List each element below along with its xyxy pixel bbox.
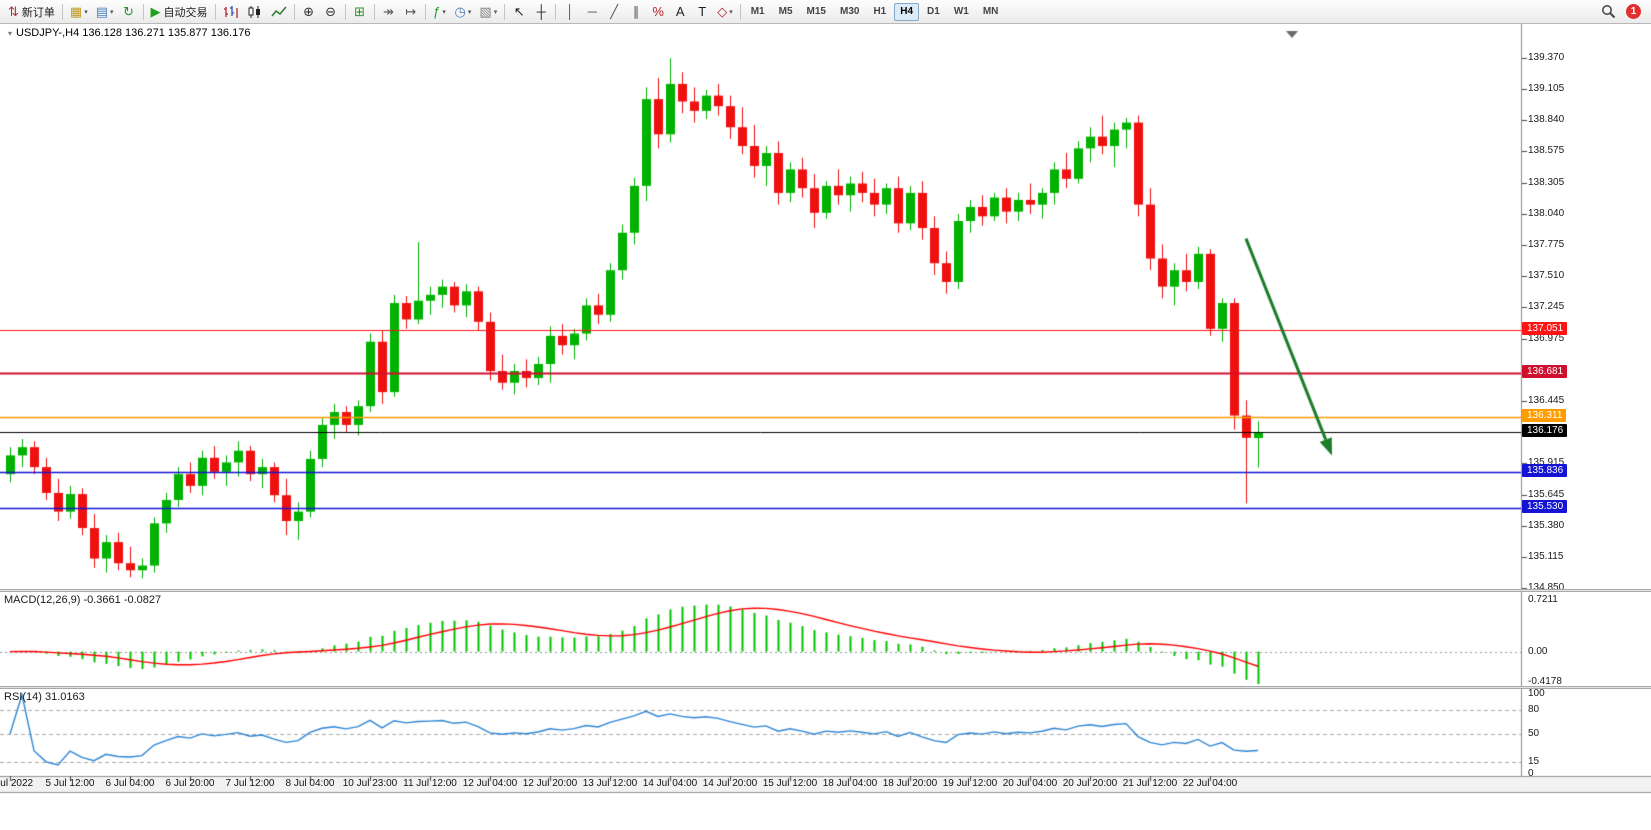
trendline-button[interactable]: ╱ — [604, 2, 624, 22]
clock-icon: ◷ — [454, 4, 466, 19]
toolbar-separator — [504, 3, 506, 20]
toolbar-separator — [61, 3, 63, 20]
dropdown-caret-icon: ▾ — [442, 8, 446, 16]
toolbar-groups: ⇅ 新订单 ▦ ▾ ▤ ▾ ↻ ▶ 自动交易 ⊕ ⊖ ⊞ ↠ ↦ ƒ ▾ ◷ ▾ ▧ ▾ ↖ ┼ │ ─ ╱ ∥% A T ◇ ▾ M1 M5… — [4, 0, 1005, 23]
candlestick-chart-icon — [247, 5, 263, 19]
fibonacci-button[interactable]: % — [648, 2, 668, 22]
timeframe-button-w1[interactable]: W1 — [948, 3, 975, 21]
candlestick-chart-button[interactable] — [244, 2, 266, 22]
new-order-button[interactable]: ⇅ 新订单 — [5, 2, 58, 22]
shapes-button[interactable]: ◇ ▾ — [714, 2, 736, 22]
periods-button[interactable]: ◷ ▾ — [452, 2, 475, 22]
line-chart-button[interactable] — [268, 2, 290, 22]
shapes-icon: ◇ — [717, 4, 728, 19]
new-order-button-label: 新订单 — [21, 6, 55, 19]
chart-shift-button[interactable]: ↦ — [401, 2, 421, 22]
profiles-icon: ▤ — [95, 4, 109, 19]
dropdown-caret-icon: ▾ — [84, 8, 88, 16]
toolbar-separator — [555, 3, 557, 20]
auto-scroll-icon: ↠ — [383, 4, 394, 19]
chart-shift-icon: ↦ — [405, 4, 416, 19]
bar-chart-button[interactable] — [220, 2, 242, 22]
autotrading-play-icon: ▶ — [150, 4, 161, 19]
cursor-button[interactable]: ↖ — [509, 2, 529, 22]
toolbar-separator — [142, 3, 144, 20]
fibonacci-icon: % — [652, 4, 664, 19]
new-chart-button[interactable]: ▦ ▾ — [67, 2, 91, 22]
vertical-line-icon: │ — [566, 4, 575, 19]
trendline-icon: ╱ — [610, 4, 619, 19]
zoom-in-icon: ⊕ — [303, 4, 314, 19]
timeframe-button-m15[interactable]: M15 — [801, 3, 832, 21]
bar-chart-icon — [223, 5, 239, 19]
panel-splitter[interactable] — [0, 589, 1651, 592]
dropdown-caret-icon: ▾ — [467, 8, 472, 16]
label-icon: T — [698, 4, 707, 19]
timeframe-button-m30[interactable]: M30 — [834, 3, 865, 21]
timeframe-button-h1[interactable]: H1 — [867, 3, 892, 21]
text-button[interactable]: A — [670, 2, 690, 22]
dropdown-caret-icon: ▾ — [110, 8, 114, 16]
templates-icon: ▧ — [479, 4, 492, 19]
search-button[interactable] — [1598, 2, 1619, 22]
toolbar-separator — [214, 3, 216, 20]
tile-windows-icon: ⊞ — [354, 4, 365, 19]
vertical-line-button[interactable]: │ — [560, 2, 580, 22]
dropdown-caret-icon: ▾ — [729, 8, 733, 16]
indicators-icon: ƒ — [433, 4, 441, 19]
timeframe-button-m5[interactable]: M5 — [773, 3, 799, 21]
toolbar-separator — [293, 3, 295, 20]
zoom-out-icon: ⊖ — [325, 4, 336, 19]
timeframe-button-d1[interactable]: D1 — [921, 3, 946, 21]
timeframe-button-m1[interactable]: M1 — [745, 3, 771, 21]
refresh-icon: ↻ — [123, 4, 134, 19]
zoom-out-button[interactable]: ⊖ — [321, 2, 341, 22]
toolbar-separator — [739, 3, 741, 20]
notification-badge[interactable]: 1 — [1626, 4, 1641, 19]
crosshair-icon: ┼ — [536, 4, 546, 19]
refresh-button[interactable]: ↻ — [119, 2, 139, 22]
panel-splitter[interactable] — [0, 686, 1651, 689]
search-icon — [1601, 4, 1616, 19]
tile-windows-button[interactable]: ⊞ — [350, 2, 370, 22]
autotrading-button-label: 自动交易 — [163, 6, 208, 19]
toolbar-separator — [344, 3, 346, 20]
toolbar: ⇅ 新订单 ▦ ▾ ▤ ▾ ↻ ▶ 自动交易 ⊕ ⊖ ⊞ ↠ ↦ ƒ ▾ ◷ ▾ ▧ ▾ ↖ ┼ │ ─ ╱ ∥% A T ◇ ▾ M1 M5… — [0, 0, 1651, 24]
channel-icon: ∥ — [632, 4, 640, 19]
auto-scroll-button[interactable]: ↠ — [379, 2, 399, 22]
channel-button[interactable]: ∥ — [626, 2, 646, 22]
horizontal-line-button[interactable]: ─ — [582, 2, 602, 22]
toolbar-separator — [424, 3, 426, 20]
new-chart-icon: ▦ — [69, 4, 83, 19]
autotrading-button[interactable]: ▶ 自动交易 — [148, 2, 211, 22]
line-chart-icon — [270, 5, 287, 19]
label-button[interactable]: T — [692, 2, 712, 22]
indicators-button[interactable]: ƒ ▾ — [430, 2, 450, 22]
horizontal-line-icon: ─ — [587, 4, 597, 19]
timeframe-button-mn[interactable]: MN — [977, 3, 1005, 21]
dropdown-caret-icon: ▾ — [493, 8, 498, 16]
text-icon: A — [675, 4, 685, 19]
timeframe-button-h4[interactable]: H4 — [894, 2, 920, 21]
crosshair-button[interactable]: ┼ — [531, 2, 551, 22]
toolbar-separator — [373, 3, 375, 20]
templates-button[interactable]: ▧ ▾ — [476, 2, 500, 22]
new-order-icon: ⇅ — [8, 4, 19, 19]
zoom-in-button[interactable]: ⊕ — [299, 2, 319, 22]
toolbar-right: 1 — [1597, 2, 1647, 22]
cursor-icon: ↖ — [513, 4, 525, 19]
profiles-button[interactable]: ▤ ▾ — [93, 2, 117, 22]
